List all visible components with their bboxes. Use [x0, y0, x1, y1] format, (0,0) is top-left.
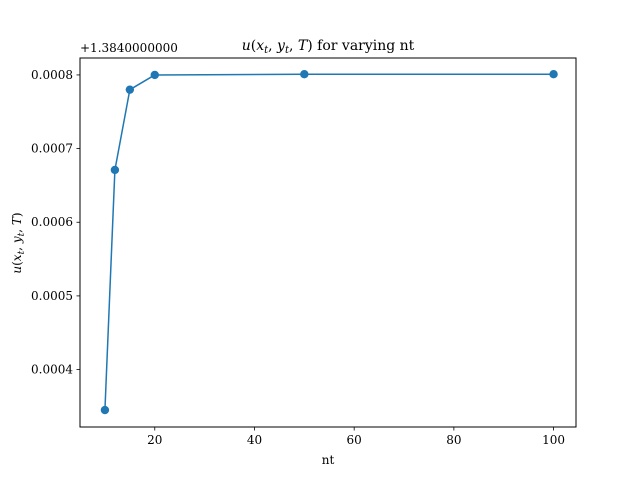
y-tick-label: 0.0008 — [31, 68, 73, 82]
data-point — [300, 70, 309, 79]
axis-ticks: 20 40 60 80 100 0.0004 0.0005 0.0006 0.0007 0.000… — [31, 68, 565, 447]
y-tick-label: 0.0007 — [31, 142, 73, 156]
data-point — [549, 70, 558, 79]
data-point — [125, 85, 135, 94]
axes-frame — [79, 57, 577, 428]
y-axis-label: u(xt, yt, T) — [10, 212, 27, 273]
data-point — [110, 165, 120, 175]
chart-title: u(xt, yt, T) for varying nt — [242, 38, 415, 56]
data-point — [150, 70, 159, 80]
data-point — [100, 405, 110, 415]
x-tick-label: 80 — [446, 433, 461, 447]
x-tick-label: 40 — [247, 433, 262, 447]
x-tick-label: 20 — [147, 433, 162, 447]
x-axis-label: nt — [322, 453, 335, 467]
x-tick-label: 100 — [542, 433, 565, 447]
y-offset-label: +1.3840000000 — [80, 41, 178, 55]
y-tick-label: 0.0005 — [31, 289, 73, 303]
plot-series — [100, 70, 558, 415]
y-tick-label: 0.0006 — [31, 215, 73, 229]
series-line — [104, 73, 554, 411]
x-tick-label: 60 — [347, 433, 362, 447]
y-tick-label: 0.0004 — [31, 363, 73, 377]
